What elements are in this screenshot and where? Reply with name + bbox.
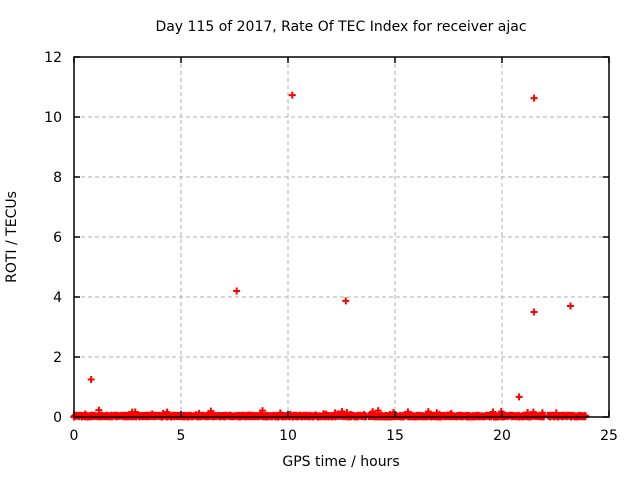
x-tick-label: 5 (177, 428, 186, 444)
x-tick-label: 10 (279, 428, 297, 444)
data-points (70, 91, 590, 421)
tick-labels: 0 5 10 15 20 25 0 2 4 6 8 10 12 (44, 50, 618, 444)
grid-lines (74, 57, 609, 417)
y-tick-label: 8 (53, 170, 62, 186)
y-tick-label: 0 (53, 410, 62, 426)
y-tick-label: 4 (53, 290, 62, 306)
x-tick-label: 25 (600, 428, 618, 444)
y-axis-title: ROTI / TECUs (4, 191, 20, 283)
y-tick-label: 10 (44, 110, 62, 126)
axes-frame (73, 56, 610, 418)
y-tick-label: 2 (53, 350, 62, 366)
x-tick-label: 0 (70, 428, 79, 444)
chart-title: Day 115 of 2017, Rate Of TEC Index for r… (155, 19, 526, 35)
y-tick-label: 12 (44, 50, 62, 66)
x-tick-label: 15 (386, 428, 404, 444)
y-tick-label: 6 (53, 230, 62, 246)
x-axis-title: GPS time / hours (282, 454, 399, 470)
x-tick-label: 20 (493, 428, 511, 444)
